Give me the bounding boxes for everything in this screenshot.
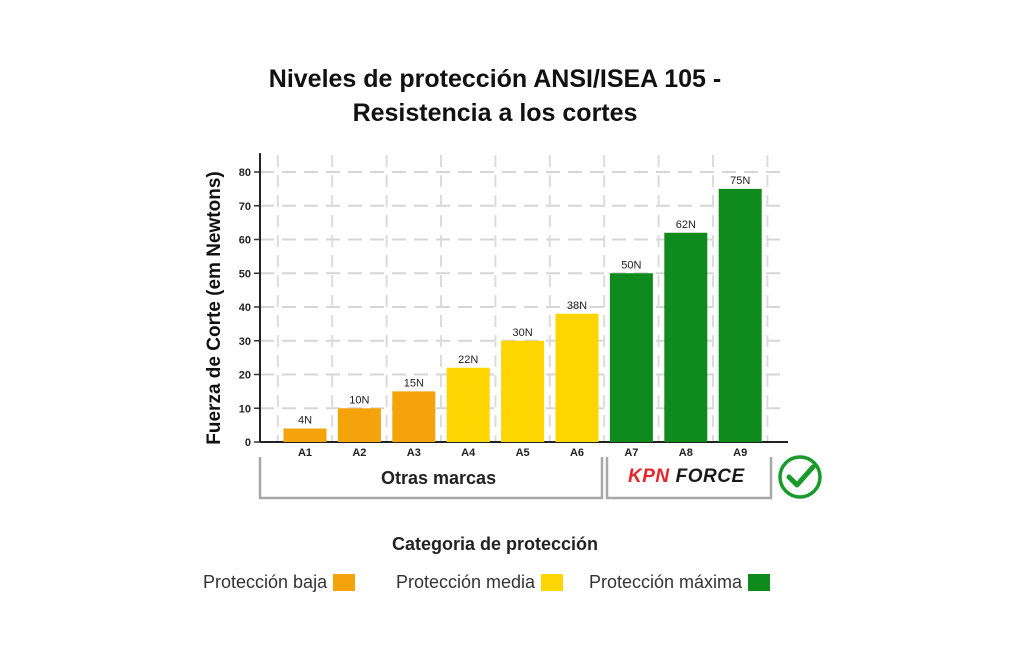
y-axis-title: Fuerza de Corte (em Newtons) [204, 171, 225, 444]
y-tick-label: 30 [239, 336, 251, 348]
x-tick-label-a8: A8 [679, 447, 693, 459]
data-label-a6: 38N [567, 300, 587, 312]
data-label-a5: 30N [513, 327, 533, 339]
x-tick-label-a7: A7 [624, 447, 638, 459]
y-tick-label: 70 [239, 201, 251, 213]
bracket-otras-marcas [258, 457, 604, 500]
legend-swatch-maxima [748, 574, 771, 591]
kpn-force-logo: KPN FORCE [628, 466, 745, 488]
legend-item-maxima: Protección máxima [589, 572, 771, 593]
x-tick-label-a9: A9 [733, 447, 747, 459]
x-tick-label-a4: A4 [461, 447, 476, 459]
checkmark-circle-icon [778, 455, 822, 499]
legend-swatch-media [541, 574, 564, 591]
bar-a3 [392, 391, 436, 442]
y-tick-label: 20 [239, 370, 251, 382]
chart-title-line-2: Resistencia a los cortes [352, 99, 638, 127]
legend-item-baja: Protección baja [203, 572, 356, 593]
bar-a7 [609, 273, 653, 442]
y-tick-label: 60 [239, 235, 251, 247]
data-label-a4: 22N [458, 354, 478, 366]
bar-a4 [446, 367, 490, 442]
chart-title-line-1: Niveles de protección ANSI/ISEA 105 - [268, 65, 722, 93]
legend-item-media: Protección media [396, 572, 564, 593]
x-tick-label-a6: A6 [570, 447, 584, 459]
bar-a1 [283, 428, 327, 442]
data-label-a7: 50N [621, 259, 641, 271]
legend-label-baja: Protección baja [203, 572, 328, 592]
data-label-a1: 4N [298, 415, 312, 427]
legend-label-maxima: Protección máxima [589, 572, 743, 592]
x-tick-label-a3: A3 [407, 447, 421, 459]
group-label-otras-marcas: Otras marcas [381, 468, 497, 488]
x-tick-label-a1: A1 [298, 447, 312, 459]
brand-force: FORCE [675, 466, 745, 487]
group-brackets [258, 457, 773, 500]
data-label-a3: 15N [404, 377, 424, 389]
legend-swatch-baja [333, 574, 356, 591]
grid-lines [260, 155, 788, 442]
y-tick-label: 50 [239, 268, 251, 280]
data-label-a9: 75N [730, 175, 750, 187]
x-tick-label-a2: A2 [352, 447, 366, 459]
bar-a5 [501, 340, 545, 442]
legend-label-media: Protección media [396, 572, 536, 592]
bar-a9 [718, 188, 762, 442]
bar-a6 [555, 313, 599, 442]
data-label-a8: 62N [676, 219, 696, 231]
bar-a2 [337, 408, 381, 442]
y-tick-label: 40 [239, 302, 251, 314]
x-axis-title: Categoria de protección [391, 534, 599, 554]
data-label-a2: 10N [349, 394, 369, 406]
bar-a8 [664, 232, 708, 442]
y-tick-label: 0 [245, 437, 251, 449]
chart-title: Niveles de protección ANSI/ISEA 105 - Re… [180, 62, 810, 130]
bars [283, 188, 762, 442]
data-labels: 4N A1 10N A2 15N A3 22N A4 30N A5 38N A6 50N A7 62N A8 7… [298, 175, 750, 459]
y-tick-label: 10 [239, 403, 251, 415]
bracket-kpn-force [605, 457, 773, 500]
x-tick-label-a5: A5 [516, 447, 530, 459]
y-tick-label: 80 [239, 167, 251, 179]
brand-kpn: KPN [628, 466, 670, 487]
